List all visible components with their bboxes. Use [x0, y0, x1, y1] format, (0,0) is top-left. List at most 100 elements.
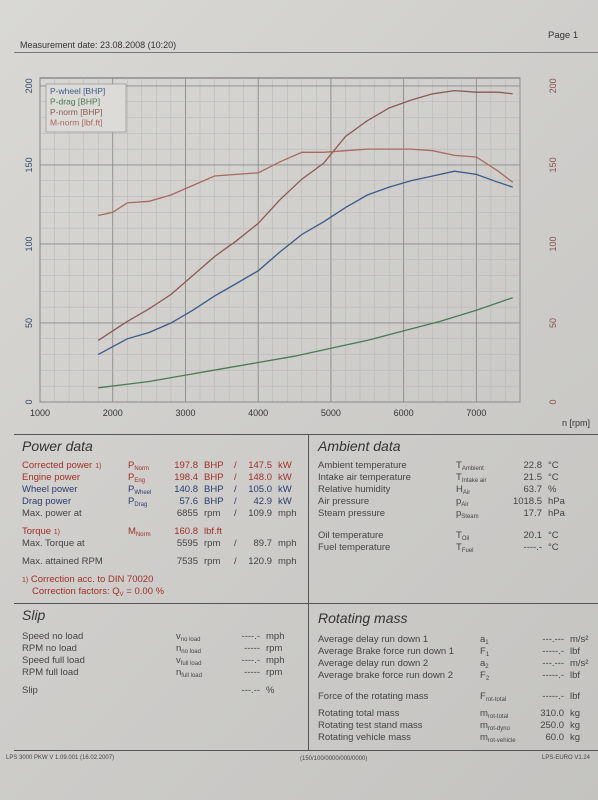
- correction-factor: Correction factors: QV = 0.00 %: [32, 586, 165, 598]
- symbol: F: [480, 691, 486, 702]
- slash: /: [234, 538, 237, 549]
- rotating-row-value: -----.-: [542, 691, 564, 702]
- symbol: v: [176, 631, 181, 642]
- rotating-row-label: Average Brake force run down 1: [318, 646, 455, 657]
- ambient-data-title: Ambient data: [318, 438, 401, 454]
- ambient-row-value: 22.8: [523, 460, 543, 471]
- slip-row-symbol: vno load: [176, 631, 200, 643]
- torque-value: 160.8: [174, 526, 198, 537]
- ambient-row-symbol: TIntake air: [456, 472, 487, 484]
- label: Engine power: [22, 472, 81, 483]
- ambient-row-unit: %: [548, 484, 557, 495]
- rotating-row-value: 250.0: [540, 720, 564, 731]
- ambient-row-label: Fuel temperature: [318, 542, 391, 553]
- power-row-unit2: kW: [278, 472, 292, 483]
- symbol-subscript: no load: [181, 649, 201, 655]
- rotating-row-symbol: mrot-dyno: [480, 720, 510, 732]
- symbol-subscript: Steam: [461, 514, 479, 520]
- ambient-row-symbol: TAmbient: [456, 460, 484, 472]
- symbol-subscript: Eng: [134, 478, 146, 484]
- rotating-row-symbol: mrot-total: [480, 708, 508, 720]
- max-torque-label: Max. Torque at: [22, 538, 85, 549]
- ambient-row-label: Ambient temperature: [318, 460, 407, 471]
- chart-curves: [97, 89, 514, 389]
- power-row-value1: 198.4: [174, 472, 198, 483]
- slip-row-value: -----: [244, 667, 260, 678]
- rotating-row-value: ---.---: [542, 658, 564, 669]
- measurement-date: Measurement date: 23.08.2008 (10:20): [20, 40, 177, 50]
- dyno-chart: 1000 2000 3000 4000 5000 6000 7000 05010015020…: [24, 77, 590, 428]
- footer-code: (150/100/0000/000/0000): [300, 756, 368, 762]
- slip-row-unit: mph: [266, 631, 285, 642]
- ambient-row-symbol: pAir: [456, 496, 469, 508]
- ambient-row-value: ----.-: [523, 542, 542, 553]
- slash: /: [234, 496, 237, 507]
- slip-row-symbol: nfull load: [176, 667, 202, 679]
- power-row-value2: 109.9: [248, 508, 272, 519]
- table-bottom-rule: [14, 750, 598, 751]
- power-row-label: Engine power: [22, 472, 83, 483]
- slash: /: [234, 484, 237, 495]
- slip-row-symbol: nno load: [176, 643, 201, 655]
- rotating-row-unit: kg: [570, 708, 581, 719]
- table-top-rule: [14, 434, 598, 435]
- ambient-row-symbol: TOil: [456, 530, 469, 542]
- torque-row: Torque 1): [22, 526, 60, 537]
- series-line-3: [98, 148, 514, 217]
- slip-row-label: Speed no load: [22, 631, 84, 642]
- rotating-row-unit: kg: [570, 720, 581, 731]
- slip-row-label: Speed full load: [22, 655, 85, 666]
- symbol: p: [456, 496, 462, 507]
- slash: /: [234, 508, 237, 519]
- symbol: P: [128, 472, 135, 483]
- symbol-subscript: 1: [485, 640, 489, 646]
- ambient-row-value: 20.1: [523, 530, 543, 541]
- slip-row-unit: mph: [266, 655, 285, 666]
- y-left-tick-label: 50: [24, 318, 34, 328]
- symbol-subscript: Ambient: [461, 466, 484, 472]
- x-tick-label: 6000: [394, 408, 414, 418]
- rotating-row-symbol: mrot-vehicle: [480, 732, 516, 744]
- power-data-title: Power data: [22, 438, 93, 454]
- rotating-row-unit: lbf: [570, 646, 581, 657]
- slip-row-value: ---.--: [241, 685, 260, 696]
- series-line-0: [97, 170, 513, 356]
- symbol: m: [480, 720, 488, 731]
- symbol: T: [456, 530, 462, 541]
- ambient-row-value: 63.7: [523, 484, 543, 495]
- max-rpm-speed: 120.9: [248, 556, 272, 567]
- ambient-row-value: 21.5: [523, 472, 543, 483]
- ambient-row-symbol: HAir: [456, 484, 470, 496]
- rotating-row-label: Rotating vehicle mass: [318, 732, 411, 743]
- slip-row-label: RPM full load: [22, 667, 79, 678]
- max-torque-rpm-unit: rpm: [204, 538, 221, 549]
- power-row-label: Wheel power: [22, 484, 80, 495]
- power-row-unit1: BHP: [204, 484, 224, 495]
- footer-version: LPS-EURO V1.24: [542, 755, 591, 761]
- slip-row-unit: rpm: [266, 643, 283, 654]
- ambient-row-label: Air pressure: [318, 496, 370, 507]
- rotating-row-symbol: a1: [480, 634, 489, 646]
- symbol-subscript: no load: [180, 637, 201, 643]
- symbol: v: [176, 655, 181, 666]
- y-right-tick-label: 50: [548, 318, 558, 328]
- symbol: P: [128, 484, 135, 495]
- symbol: P: [128, 460, 135, 471]
- slash: /: [234, 460, 237, 471]
- rotating-row-unit: lbf: [570, 670, 581, 681]
- ambient-row-unit: °C: [548, 460, 559, 471]
- legend-entry: P-drag [BHP]: [50, 97, 100, 107]
- x-tick-label: 4000: [248, 408, 268, 418]
- rotating-row-unit: m/s²: [570, 634, 589, 645]
- power-row-unit2: mph: [278, 508, 297, 519]
- symbol: T: [456, 460, 462, 471]
- y-right-tick-labels: 0 50 100 150 200: [548, 78, 558, 404]
- x-tick-label: 7000: [466, 408, 486, 418]
- slip-row-label: RPM no load: [22, 643, 77, 654]
- rotating-row-unit: kg: [570, 732, 581, 743]
- symbol-subscript: Wheel: [134, 490, 152, 496]
- y-right-tick-label: 100: [548, 236, 558, 251]
- slip-row-value: ----.-: [241, 631, 260, 642]
- symbol: F: [480, 646, 486, 657]
- symbol-subscript: rot-dyno: [487, 726, 510, 732]
